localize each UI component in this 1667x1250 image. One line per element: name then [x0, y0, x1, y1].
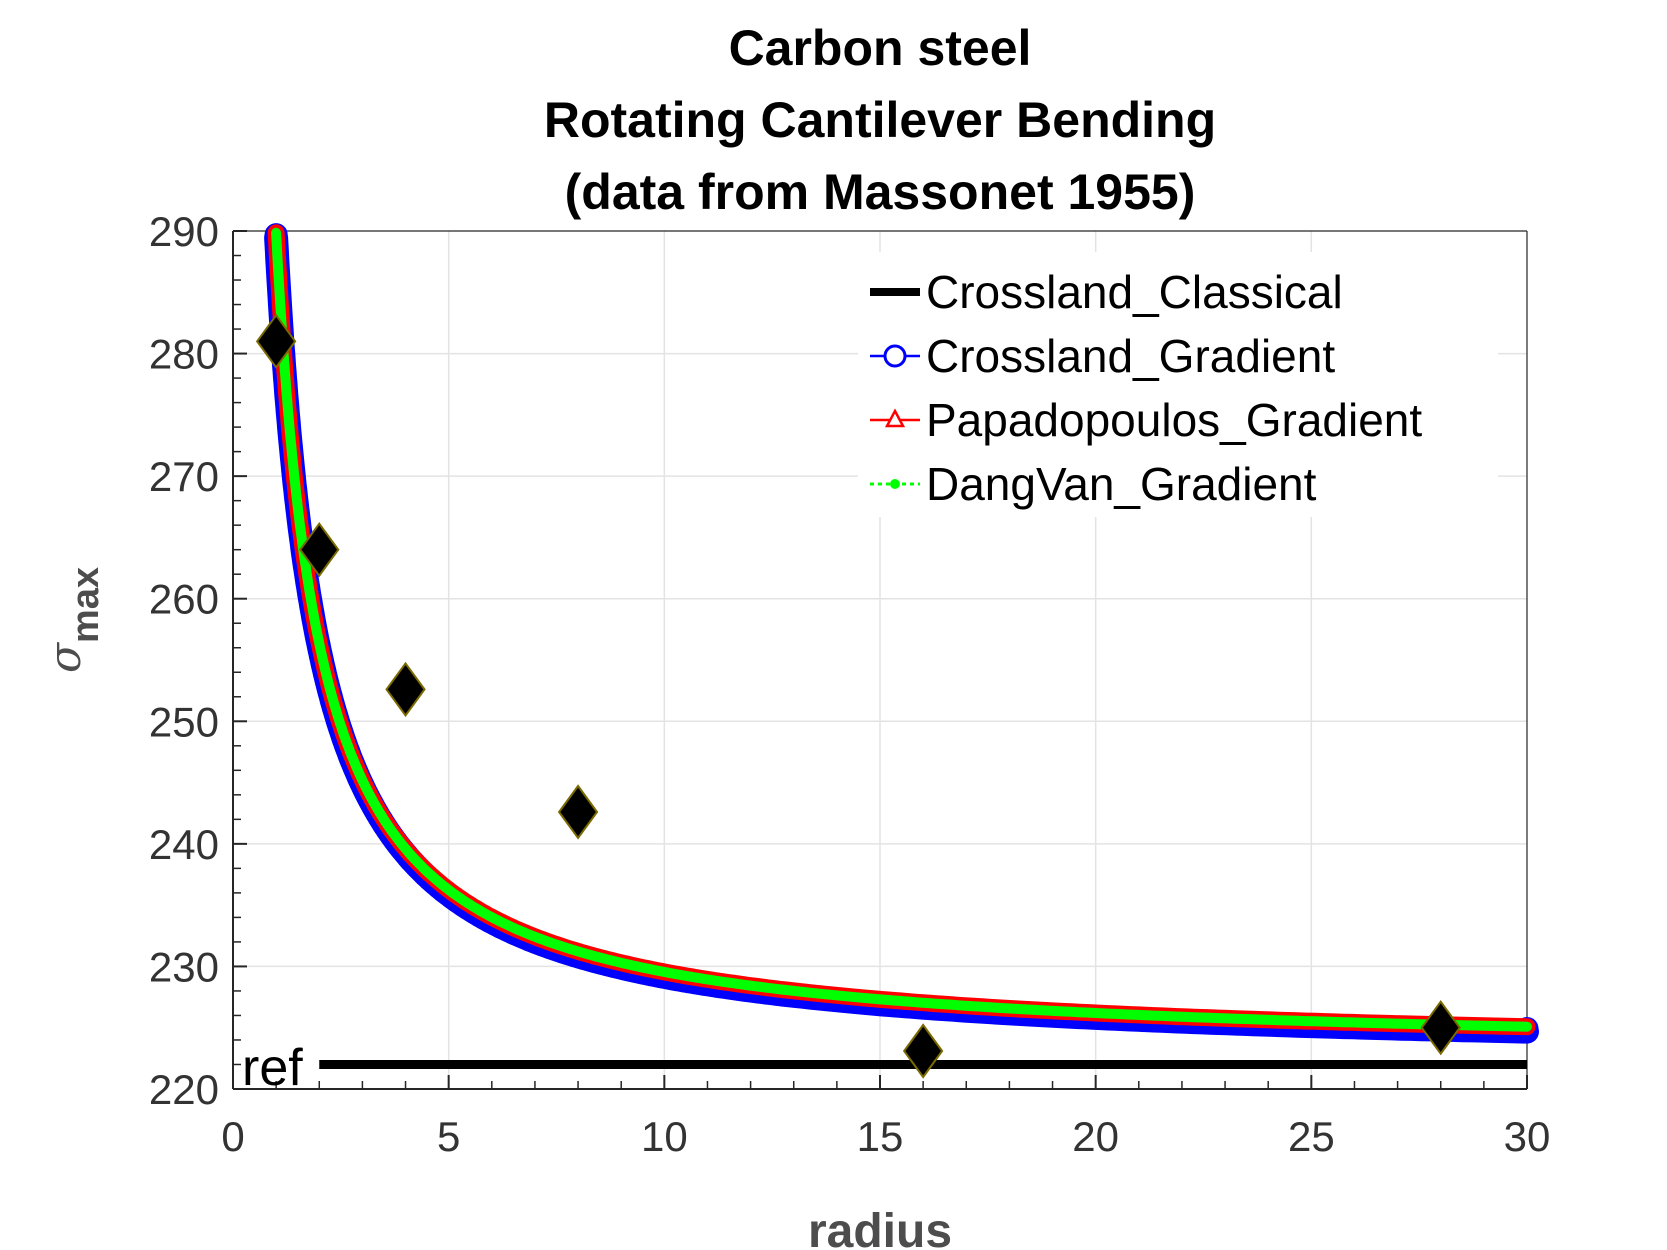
- y-tick-label: 260: [149, 576, 219, 623]
- title-line-2: Rotating Cantilever Bending: [544, 92, 1216, 148]
- x-axis-label: radius: [808, 1205, 952, 1250]
- data-point-diamond: [557, 784, 599, 840]
- x-tick-label: 25: [1288, 1113, 1335, 1160]
- x-tick-label: 0: [221, 1113, 244, 1160]
- tick-labels: 0 5 10 15 20 25 30 220 230 240 250 260 270 280 290: [149, 208, 1550, 1160]
- legend-circle-marker: [883, 344, 907, 368]
- data-point-diamond: [902, 1023, 944, 1079]
- legend-entry-label: Papadopoulos_Gradient: [926, 394, 1422, 446]
- data-point-diamond: [1420, 1000, 1461, 1056]
- title-line-1: Carbon steel: [729, 20, 1032, 76]
- x-tick-label: 20: [1072, 1113, 1119, 1160]
- y-tick-label: 240: [149, 821, 219, 868]
- legend-box: [858, 252, 1498, 517]
- legend-entry-label: DangVan_Gradient: [926, 458, 1317, 510]
- data-point-diamond: [385, 661, 426, 718]
- title-line-3: (data from Massonet 1955): [565, 164, 1196, 220]
- legend-entry-label: Crossland_Classical: [926, 266, 1343, 318]
- y-axis-label-subscript: max: [65, 567, 107, 643]
- y-tick-label: 220: [149, 1066, 219, 1113]
- x-tick-label: 5: [437, 1113, 460, 1160]
- series-layer: [264, 223, 1539, 1069]
- legend: Crossland_Classical Crossland_Gradient Pap…: [858, 252, 1498, 517]
- legend-entry-label: Crossland_Gradient: [926, 330, 1335, 382]
- ticks: [232, 230, 1528, 1090]
- x-tick-label: 30: [1504, 1113, 1551, 1160]
- series-DangVan_Gradient: [271, 227, 1532, 1032]
- y-tick-label: 230: [149, 943, 219, 990]
- y-tick-label: 280: [149, 331, 219, 378]
- ref-annotation: ref: [242, 1039, 303, 1097]
- data-point-diamond: [299, 521, 340, 578]
- y-axis-label: σmax: [40, 567, 107, 673]
- legend-dot-marker: [890, 479, 900, 489]
- x-tick-label: 15: [857, 1113, 904, 1160]
- data-point-diamond: [255, 313, 297, 370]
- chart-title: Carbon steel Rotating Cantilever Bending…: [544, 20, 1216, 220]
- svg-text:σmax: σmax: [40, 567, 107, 673]
- y-axis-label-symbol: σ: [40, 641, 91, 673]
- y-tick-label: 270: [149, 453, 219, 500]
- x-tick-label: 10: [641, 1113, 688, 1160]
- y-tick-label: 250: [149, 698, 219, 745]
- legend-triangle-marker: [884, 408, 906, 428]
- experimental-points: [255, 313, 1461, 1079]
- y-tick-label: 290: [149, 208, 219, 255]
